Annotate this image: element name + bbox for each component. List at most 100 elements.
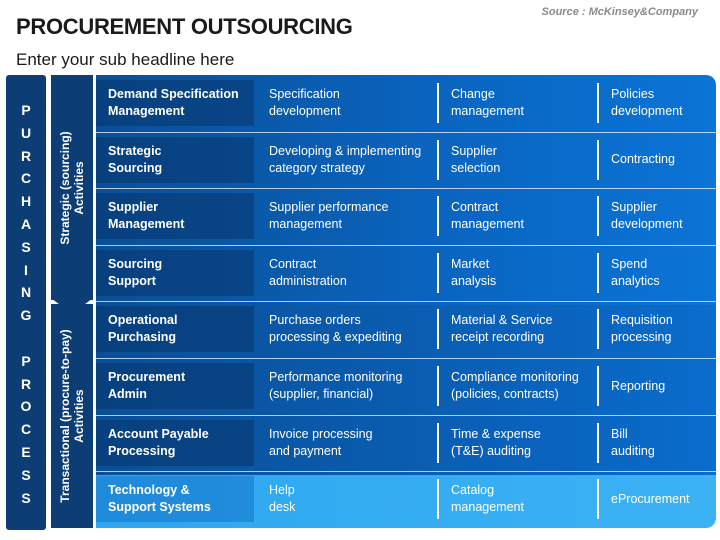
strategic-activities-bar: Strategic (sourcing) Activities: [51, 75, 93, 300]
cell-text-line: Demand Specification: [108, 87, 239, 101]
cell-text-line: Admin: [108, 387, 147, 401]
process-letter: C: [20, 170, 32, 187]
transactional-activities-label: Transactional (procure-to-pay) Activitie…: [58, 329, 86, 502]
cell-text-line: Material & Service: [451, 313, 553, 328]
cell-text-line: development: [611, 104, 683, 118]
cell-text-line: development: [611, 217, 683, 232]
column-divider: [437, 366, 439, 406]
cell-text-line: Support Systems: [108, 500, 211, 515]
process-letter: G: [20, 307, 32, 324]
cell-text-line: Supplier: [611, 200, 657, 215]
process-letter: N: [20, 284, 32, 301]
cell-text-line: Spend: [611, 256, 648, 271]
cell-text-line: processing: [611, 330, 672, 345]
cell-text-line: Operational: [108, 313, 178, 328]
cell-text-line: management: [451, 217, 524, 232]
cell-text-line: selection: [451, 160, 501, 175]
cell-text-line: analysis: [451, 273, 497, 288]
table-row: Sourcing Support Contract administration Mar…: [96, 245, 716, 301]
row-divider: [96, 301, 716, 303]
activity-cell: Catalog management: [451, 471, 601, 527]
column-divider: [437, 309, 439, 350]
page-title: PROCUREMENT OUTSOURCING: [16, 14, 353, 39]
cell-text-line: Requisition: [611, 313, 673, 328]
cell-text-line: processing & expediting: [269, 330, 402, 345]
cell-text-line: Policies: [611, 87, 655, 101]
column-divider: [597, 366, 599, 406]
cell-text-line: analytics: [611, 273, 660, 288]
process-letter: U: [20, 124, 32, 141]
cell-text-line: Support: [108, 273, 156, 288]
activity-category-cell: Procurement Admin: [96, 363, 254, 409]
cell-text-line: Purchase orders: [269, 313, 361, 328]
cell-text-line: management: [451, 104, 524, 118]
activity-cell: Performance monitoring (supplier, financi…: [269, 358, 437, 414]
cell-text-line: Time & expense: [451, 426, 541, 441]
cell-text-line: Performance monitoring: [269, 370, 403, 384]
transactional-activities-bar: Transactional (procure-to-pay) Activitie…: [51, 304, 93, 528]
transactional-label-line1: Transactional (procure-to-pay): [58, 329, 72, 503]
cell-text-line: Developing & implementing: [269, 143, 422, 158]
cell-text-line: Procurement: [108, 370, 186, 384]
cell-text-line: Bill: [611, 426, 628, 441]
cell-text-line: desk: [269, 500, 296, 515]
cell-text-line: Sourcing: [108, 160, 163, 175]
activity-cell: Material & Service receipt recording: [451, 301, 601, 357]
cell-text-line: Management: [108, 217, 185, 232]
activity-cell: Change management: [451, 75, 601, 131]
table-row: Technology & Support Systems Help desk Catal…: [96, 471, 716, 527]
activity-category-cell: Account Payable Processing: [96, 419, 254, 466]
process-letter: R: [20, 147, 32, 164]
activity-cell: Supplier performance management: [269, 188, 437, 244]
cell-text-line: Specification: [269, 87, 340, 101]
table-row: Operational Purchasing Purchase orders proc…: [96, 301, 716, 357]
process-letter: P: [21, 102, 31, 118]
column-divider: [437, 83, 439, 123]
activity-cell: Policies development: [611, 75, 716, 131]
cell-text-line: Help: [269, 483, 295, 498]
activity-cell: Market analysis: [451, 245, 601, 301]
process-letter: S: [21, 489, 31, 506]
cell-text-line: Market: [451, 256, 490, 271]
process-letter: I: [24, 261, 28, 278]
activity-category-cell: Operational Purchasing: [96, 306, 254, 353]
process-letter: C: [20, 421, 32, 438]
cell-text-line: (supplier, financial): [269, 387, 374, 401]
cell-text-line: Change: [451, 87, 495, 101]
cell-text-line: Compliance monitoring: [451, 370, 579, 384]
table-row: Demand Specification Management Specificat…: [96, 75, 716, 131]
column-divider: [597, 252, 599, 293]
row-divider: [96, 471, 716, 473]
cell-text-line: eProcurement: [611, 491, 690, 506]
activity-cell: Time & expense (T&E) auditing: [451, 415, 601, 471]
cell-text-line: Management: [108, 104, 185, 118]
table-row: Procurement Admin Performance monitoring (s…: [96, 358, 716, 414]
cell-text-line: Reporting: [611, 378, 666, 393]
cell-text-line: administration: [269, 273, 347, 288]
activity-cell: Contracting: [611, 132, 716, 188]
cell-text-line: Technology &: [108, 483, 190, 498]
transactional-label-line2: Activities: [72, 389, 86, 443]
cell-text-line: Contract: [269, 256, 317, 271]
column-divider: [597, 139, 599, 180]
activity-cell: Requisition processing: [611, 301, 716, 357]
activity-category-cell: Supplier Management: [96, 193, 254, 240]
activity-cell: Contract administration: [269, 245, 437, 301]
cell-text-line: category strategy: [269, 160, 365, 175]
process-letter: S: [21, 238, 31, 255]
process-letter: R: [20, 375, 32, 392]
column-divider: [437, 196, 439, 237]
cell-text-line: Contracting: [611, 152, 675, 167]
activity-cell: Contract management: [451, 188, 601, 244]
activity-cell: Spend analytics: [611, 245, 716, 301]
process-letter: H: [20, 193, 32, 210]
cell-text-line: (policies, contracts): [451, 387, 559, 401]
column-divider: [597, 479, 599, 520]
column-divider: [437, 252, 439, 293]
cell-text-line: Invoice processing: [269, 426, 373, 441]
activity-cell: Purchase orders processing & expediting: [269, 301, 437, 357]
cell-text-line: development: [269, 104, 341, 118]
activity-cell: Supplier selection: [451, 132, 601, 188]
source-note: Source : McKinsey&Company: [541, 6, 698, 18]
cell-text-line: management: [451, 500, 524, 515]
